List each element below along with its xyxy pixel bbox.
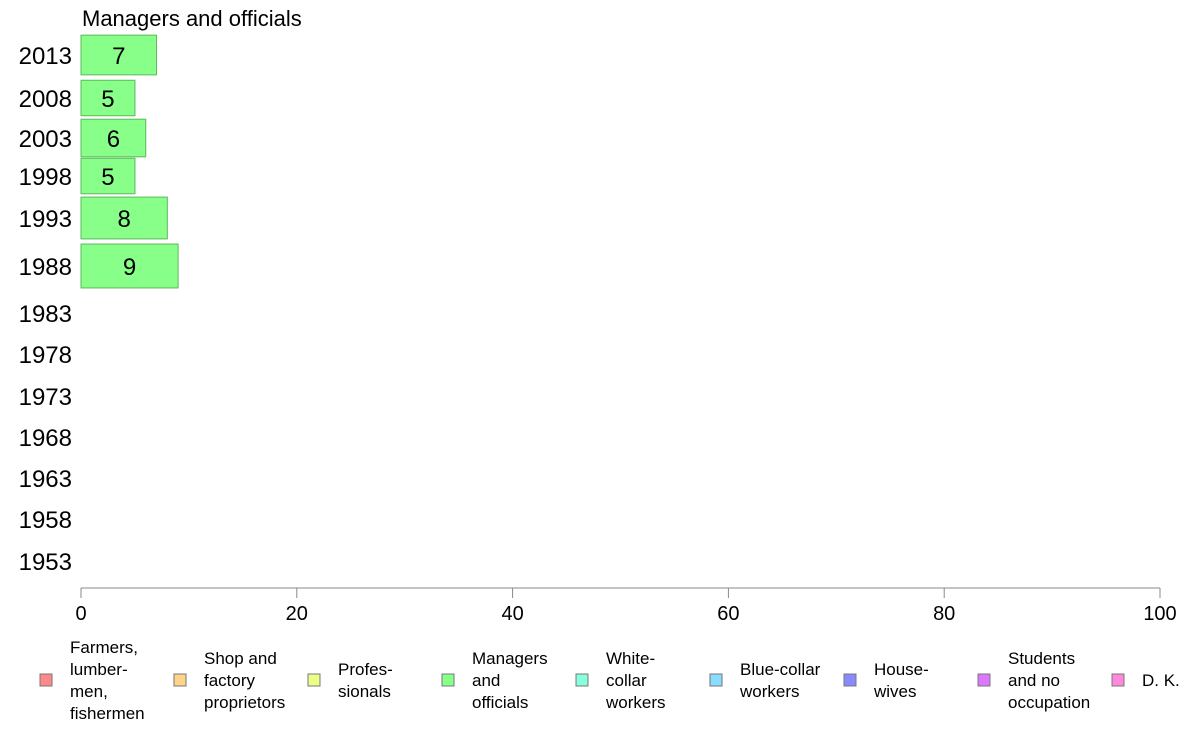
legend-item: Managers and officials xyxy=(441,649,548,712)
bar-value-label: 9 xyxy=(123,254,136,281)
legend-item: Blue-collar workers xyxy=(709,660,821,701)
legend-item: Students and no occupation xyxy=(977,649,1090,712)
legend-label: Blue-collar xyxy=(740,660,821,679)
legend-swatch xyxy=(709,673,723,687)
legend-label: collar xyxy=(606,671,647,690)
legend-label: Profes- xyxy=(338,660,393,679)
legend-label: Managers xyxy=(472,649,548,668)
legend-label: workers xyxy=(605,693,666,712)
x-tick-label: 20 xyxy=(286,603,308,625)
legend-swatch xyxy=(1111,673,1125,687)
bar xyxy=(80,243,179,289)
y-tick-label: 1973 xyxy=(19,384,72,411)
legend-item: House-wives xyxy=(843,660,929,701)
y-tick-label: 1958 xyxy=(19,507,72,534)
legend-item: Shop and factory proprietors xyxy=(173,649,285,712)
legend-label: workers xyxy=(739,682,800,701)
legend: Farmers, lumber-men, fishermen Shop and fact… xyxy=(39,638,1180,723)
x-axis: 0 20 40 60 80 100 xyxy=(75,587,1177,625)
chart-title: Managers and officials xyxy=(82,6,302,31)
legend-label: Shop and xyxy=(204,649,277,668)
bar-value-label: 6 xyxy=(107,126,120,153)
legend-label: lumber- xyxy=(70,660,128,679)
x-tick-label: 80 xyxy=(933,603,955,625)
y-axis-labels: 2013 2008 2003 1998 1993 1988 1983 1978 1973 1968… xyxy=(19,43,72,576)
bar xyxy=(80,196,168,240)
x-tick-label: 100 xyxy=(1143,603,1176,625)
bar xyxy=(80,118,147,158)
y-tick-label: 2003 xyxy=(19,126,72,153)
bar xyxy=(80,157,136,195)
legend-label: factory xyxy=(204,671,256,690)
bar-value-label: 5 xyxy=(101,164,114,191)
legend-swatch xyxy=(39,673,53,687)
legend-swatch xyxy=(173,673,187,687)
y-tick-label: 2008 xyxy=(19,86,72,113)
legend-item: White-collar workers xyxy=(575,649,666,712)
legend-label: sionals xyxy=(338,682,391,701)
legend-label: fishermen xyxy=(70,704,145,723)
bar-value-label: 8 xyxy=(117,206,130,233)
legend-label: officials xyxy=(472,693,528,712)
legend-label: occupation xyxy=(1008,693,1090,712)
legend-label: and no xyxy=(1008,671,1060,690)
legend-swatch xyxy=(575,673,589,687)
y-tick-label: 1968 xyxy=(19,425,72,452)
y-tick-label: 2013 xyxy=(19,43,72,70)
legend-swatch xyxy=(843,673,857,687)
legend-item: Profes-sionals xyxy=(307,660,393,701)
legend-swatch xyxy=(307,673,321,687)
legend-item: D. K. xyxy=(1111,671,1180,690)
bar-value-label: 7 xyxy=(112,43,125,70)
y-tick-label: 1988 xyxy=(19,254,72,281)
legend-label: and xyxy=(472,671,500,690)
legend-label: men, xyxy=(70,682,108,701)
x-tick-label: 0 xyxy=(75,603,86,625)
y-tick-label: 1998 xyxy=(19,164,72,191)
legend-label: D. K. xyxy=(1142,671,1180,690)
bar-value-label: 5 xyxy=(101,86,114,113)
bar xyxy=(80,34,158,76)
legend-label: proprietors xyxy=(204,693,285,712)
legend-label: Students xyxy=(1008,649,1075,668)
y-tick-label: 1963 xyxy=(19,466,72,493)
y-tick-label: 1978 xyxy=(19,342,72,369)
y-tick-label: 1993 xyxy=(19,206,72,233)
legend-swatch xyxy=(977,673,991,687)
legend-swatch xyxy=(441,673,455,687)
legend-label: White- xyxy=(606,649,655,668)
legend-label: Farmers, xyxy=(70,638,138,657)
y-tick-label: 1983 xyxy=(19,301,72,328)
legend-item: Farmers, lumber-men, fishermen xyxy=(39,638,145,723)
x-tick-label: 40 xyxy=(501,603,523,625)
bar xyxy=(80,79,136,117)
legend-label: wives xyxy=(873,682,917,701)
y-tick-label: 1953 xyxy=(19,549,72,576)
x-tick-label: 60 xyxy=(717,603,739,625)
legend-label: House- xyxy=(874,660,929,679)
